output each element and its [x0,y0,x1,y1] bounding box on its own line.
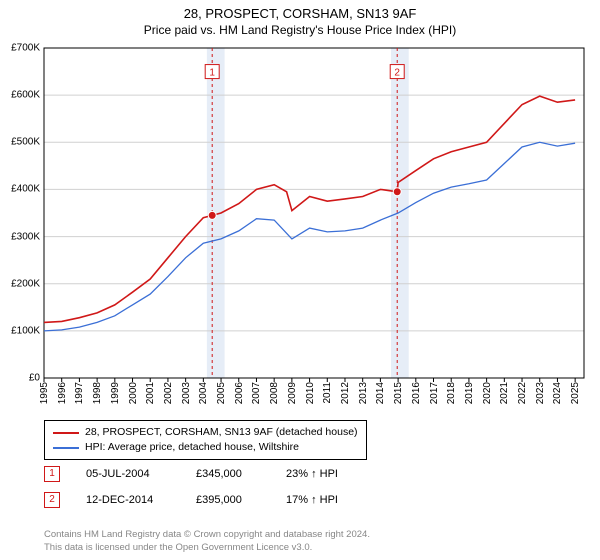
y-tick-label: £600K [11,90,40,101]
x-tick-label: 2019 [464,382,475,404]
legend-swatch-2 [53,447,79,449]
x-tick-label: 2010 [305,382,316,404]
svg-text:2: 2 [394,68,400,79]
y-tick-label: £100K [11,325,40,336]
y-tick-label: £500K [11,137,40,148]
x-tick-label: 2016 [411,382,422,404]
x-tick-label: 2025 [570,382,581,404]
sale-pct-1: 23% ↑ HPI [286,468,356,480]
footer-attribution: Contains HM Land Registry data © Crown c… [44,529,370,554]
x-tick-label: 2013 [358,382,369,404]
chart-subtitle: Price paid vs. HM Land Registry's House … [0,23,600,37]
footer-line-2: This data is licensed under the Open Gov… [44,542,370,554]
x-tick-label: 2009 [287,382,298,404]
y-tick-label: £700K [11,43,40,54]
sale-row-1: 1 05-JUL-2004 £345,000 23% ↑ HPI [44,466,356,482]
sale-badge-2: 2 [44,492,60,508]
sale-price-1: £345,000 [196,468,286,480]
x-tick-label: 1999 [110,382,121,404]
x-tick-label: 2014 [375,382,386,404]
legend-swatch-1 [53,432,79,434]
x-tick-label: 2021 [499,382,510,404]
sale-date-2: 12-DEC-2014 [86,494,196,506]
x-tick-label: 1995 [39,382,50,404]
x-tick-label: 2001 [145,382,156,404]
title-block: 28, PROSPECT, CORSHAM, SN13 9AF Price pa… [0,0,600,37]
sale-pct-2: 17% ↑ HPI [286,494,356,506]
sale-row-2: 2 12-DEC-2014 £395,000 17% ↑ HPI [44,492,356,508]
x-tick-label: 2011 [322,382,333,404]
footer-line-1: Contains HM Land Registry data © Crown c… [44,529,370,541]
x-tick-label: 2004 [198,382,209,404]
x-tick-label: 2020 [482,382,493,404]
chart-area: 12 £0£100K£200K£300K£400K£500K£600K£700K… [44,48,584,378]
x-tick-label: 2006 [234,382,245,404]
y-tick-label: £400K [11,184,40,195]
x-tick-label: 2002 [163,382,174,404]
x-tick-label: 2023 [535,382,546,404]
x-tick-label: 2018 [446,382,457,404]
chart-title: 28, PROSPECT, CORSHAM, SN13 9AF [0,6,600,21]
legend-label-1: 28, PROSPECT, CORSHAM, SN13 9AF (detache… [85,425,358,440]
x-tick-label: 2007 [251,382,262,404]
x-tick-label: 2015 [393,382,404,404]
svg-text:1: 1 [209,68,215,79]
sale-badge-1: 1 [44,466,60,482]
plot-svg: 12 [44,48,584,378]
x-tick-label: 2003 [181,382,192,404]
legend-box: 28, PROSPECT, CORSHAM, SN13 9AF (detache… [44,420,367,460]
legend-row-1: 28, PROSPECT, CORSHAM, SN13 9AF (detache… [53,425,358,440]
x-tick-label: 1997 [74,382,85,404]
x-tick-label: 1998 [92,382,103,404]
chart-container: 28, PROSPECT, CORSHAM, SN13 9AF Price pa… [0,0,600,560]
sale-price-2: £395,000 [196,494,286,506]
x-tick-label: 2024 [552,382,563,404]
legend-row-2: HPI: Average price, detached house, Wilt… [53,440,358,455]
x-tick-label: 1996 [57,382,68,404]
sale-date-1: 05-JUL-2004 [86,468,196,480]
y-tick-label: £300K [11,231,40,242]
x-tick-label: 2008 [269,382,280,404]
x-tick-label: 2017 [429,382,440,404]
y-tick-label: £200K [11,278,40,289]
x-tick-label: 2000 [128,382,139,404]
legend-label-2: HPI: Average price, detached house, Wilt… [85,440,299,455]
x-tick-label: 2012 [340,382,351,404]
x-tick-label: 2022 [517,382,528,404]
x-tick-label: 2005 [216,382,227,404]
